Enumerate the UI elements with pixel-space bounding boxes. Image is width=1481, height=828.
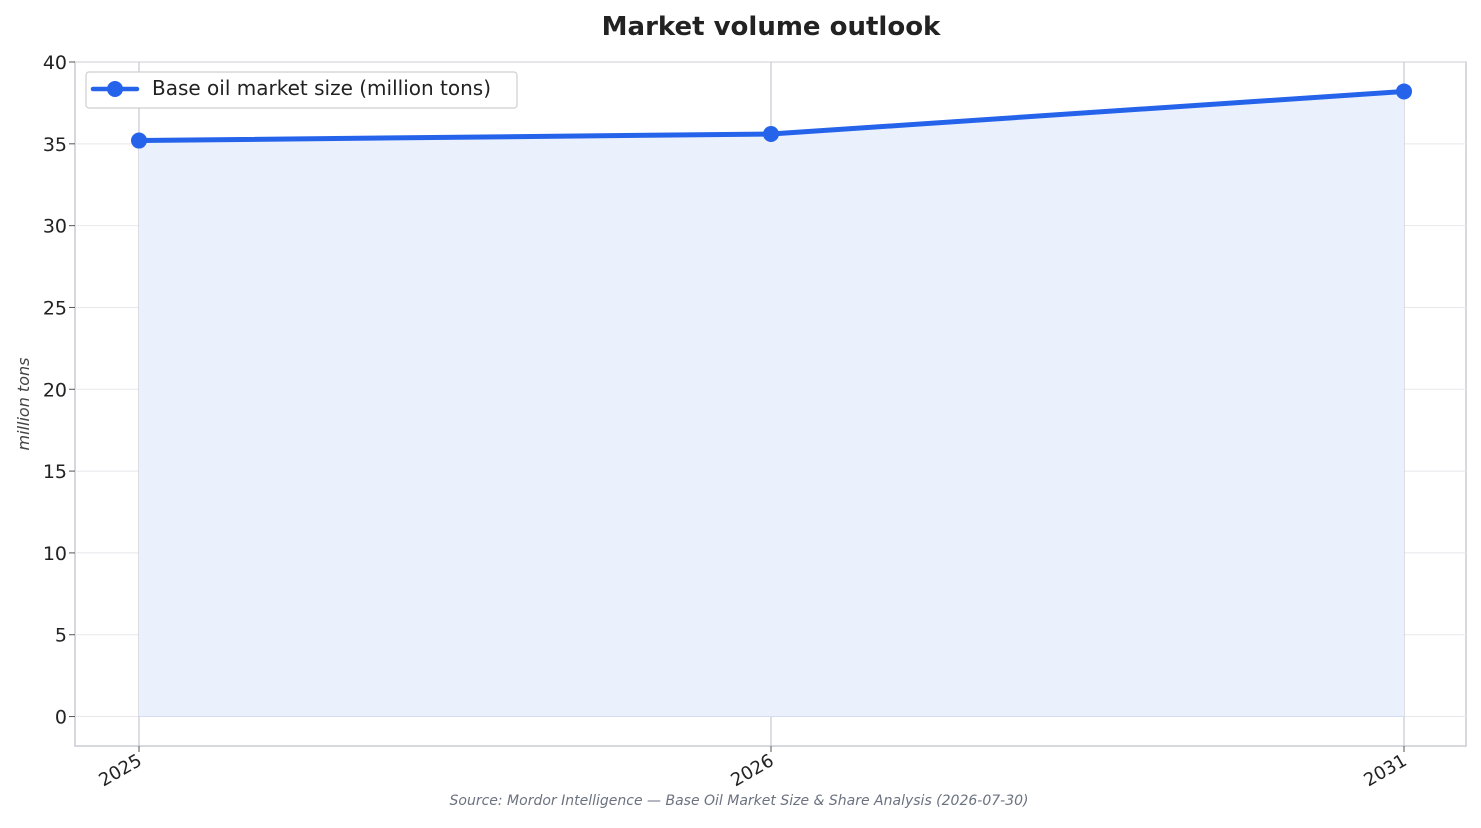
chart-title: Market volume outlook (602, 12, 941, 42)
y-axis-ticks: 0 5 10 15 20 25 30 35 40 (43, 52, 75, 729)
y-tick-label: 0 (55, 707, 67, 729)
data-point (131, 132, 147, 149)
data-point (1396, 83, 1412, 100)
area-fill-layer (139, 91, 1404, 718)
y-tick-label: 30 (43, 216, 67, 238)
data-points-layer (131, 83, 1412, 149)
y-tick-label: 40 (43, 52, 67, 74)
y-axis-label: million tons (14, 358, 33, 451)
data-point (763, 126, 779, 142)
y-tick-label: 15 (43, 461, 67, 483)
y-tick-label: 5 (55, 625, 67, 647)
source-note: Source: Mordor Intelligence — Base Oil M… (450, 793, 1029, 809)
y-tick-label: 35 (43, 134, 67, 156)
y-tick-label: 20 (43, 379, 67, 401)
y-tick-label: 10 (43, 543, 67, 565)
legend-entry-label: Base oil market size (million tons) (152, 76, 491, 100)
legend-box (85, 71, 518, 109)
legend-marker-icon (107, 81, 123, 97)
y-tick-label: 25 (43, 297, 67, 319)
legend: Base oil market size (million tons) (85, 71, 518, 109)
x-tick-label: 2031 (1360, 750, 1410, 791)
x-tick-label: 2025 (95, 750, 145, 791)
x-tick-label: 2026 (727, 750, 777, 791)
series-area-fill (139, 91, 1404, 717)
x-axis-ticks: 2025 2026 2031 (95, 746, 1411, 791)
